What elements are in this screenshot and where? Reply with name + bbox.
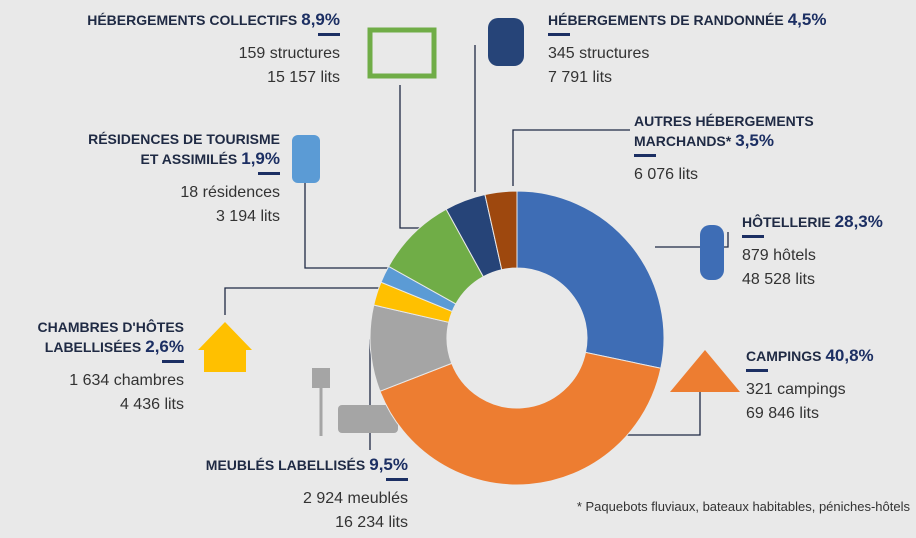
category-name: AUTRES HÉBERGEMENTS MARCHANDS* [634, 113, 814, 149]
detail-line: 879 hôtels [742, 247, 816, 264]
detail-line: 3 194 lits [215, 208, 280, 225]
label-heading: RÉSIDENCES DE TOURISME ET ASSIMILÉS 1,9% [80, 130, 280, 169]
detail-line: 345 structures [548, 45, 650, 62]
leader-line [304, 170, 398, 269]
label-heading: MEUBLÉS LABELLISÉS 9,5% [110, 455, 408, 475]
leader-line [655, 232, 729, 248]
category-name: CHAMBRES D'HÔTES LABELLISÉES [37, 319, 184, 355]
detail-line: 321 campings [746, 381, 846, 398]
percent-label: 9,5% [369, 455, 408, 474]
leader-line [600, 385, 701, 436]
donut-segment [516, 190, 665, 369]
label-heading: HÔTELLERIE 28,3% [742, 212, 916, 232]
lamp-icon [312, 368, 330, 388]
segment-label: HÔTELLERIE 28,3% 879 hôtels 48 528 lits [742, 212, 916, 292]
detail-line: 2 924 meublés [303, 490, 408, 507]
underline [634, 154, 656, 157]
segment-label: AUTRES HÉBERGEMENTS MARCHANDS* 3,5% 6 076 … [634, 112, 864, 187]
segment-label: HÉBERGEMENTS COLLECTIFS 8,9% 159 structure… [10, 10, 340, 90]
segment-label: RÉSIDENCES DE TOURISME ET ASSIMILÉS 1,9% 1… [80, 130, 280, 229]
category-name: CAMPINGS [746, 348, 822, 364]
label-heading: HÉBERGEMENTS COLLECTIFS 8,9% [10, 10, 340, 30]
segment-label: CHAMBRES D'HÔTES LABELLISÉES 2,6% 1 634 ch… [4, 318, 184, 417]
category-name: HÉBERGEMENTS COLLECTIFS [87, 12, 298, 28]
label-heading: CHAMBRES D'HÔTES LABELLISÉES 2,6% [4, 318, 184, 357]
detail-line: 4 436 lits [119, 396, 184, 413]
segment-label: MEUBLÉS LABELLISÉS 9,5% 2 924 meublés 16 23… [110, 455, 408, 535]
category-name: HÉBERGEMENTS DE RANDONNÉE [548, 12, 784, 28]
category-name: MEUBLÉS LABELLISÉS [205, 457, 366, 473]
donut-segment [484, 190, 518, 271]
detail-line: 48 528 lits [742, 271, 815, 288]
leader-line [224, 287, 392, 315]
house-icon [198, 322, 252, 372]
label-heading: HÉBERGEMENTS DE RANDONNÉE 4,5% [548, 10, 916, 30]
segment-label: HÉBERGEMENTS DE RANDONNÉE 4,5% 345 structu… [548, 10, 916, 90]
tag-icon [292, 135, 320, 183]
donut-segment [379, 351, 662, 486]
percent-label: 8,9% [301, 10, 340, 29]
door-hanger-icon [700, 225, 724, 280]
percent-label: 4,5% [787, 10, 827, 29]
underline [162, 360, 184, 363]
underline [746, 369, 768, 372]
backpack-icon [488, 18, 524, 66]
percent-label: 1,9% [241, 149, 280, 168]
underline [742, 235, 764, 238]
footnote: * Paquebots fluviaux, bateaux habitables… [576, 499, 910, 514]
segment-label: CAMPINGS 40,8% 321 campings 69 846 lits [746, 346, 916, 426]
underline [548, 33, 570, 36]
label-heading: AUTRES HÉBERGEMENTS MARCHANDS* 3,5% [634, 112, 864, 151]
leader-line [512, 129, 630, 186]
percent-label: 3,5% [735, 131, 774, 150]
tent-icon [670, 350, 740, 392]
underline [258, 172, 280, 175]
detail-line: 16 234 lits [335, 514, 408, 531]
underline [386, 478, 408, 481]
percent-label: 2,6% [145, 337, 184, 356]
category-name: RÉSIDENCES DE TOURISME ET ASSIMILÉS [88, 131, 280, 167]
leader-line [399, 85, 428, 229]
category-name: HÔTELLERIE [742, 214, 831, 230]
detail-line: 18 résidences [180, 184, 280, 201]
icons [198, 18, 740, 436]
label-heading: CAMPINGS 40,8% [746, 346, 916, 366]
detail-line: 159 structures [238, 45, 340, 62]
bunk-icon [367, 27, 437, 79]
underline [318, 33, 340, 36]
percent-label: 40,8% [825, 346, 874, 365]
detail-line: 15 157 lits [267, 69, 340, 86]
detail-line: 69 846 lits [746, 405, 819, 422]
detail-line: 1 634 chambres [69, 372, 184, 389]
detail-line: 6 076 lits [634, 166, 699, 183]
sofa-icon [338, 405, 398, 433]
detail-line: 7 791 lits [548, 69, 613, 86]
percent-label: 28,3% [834, 212, 883, 231]
